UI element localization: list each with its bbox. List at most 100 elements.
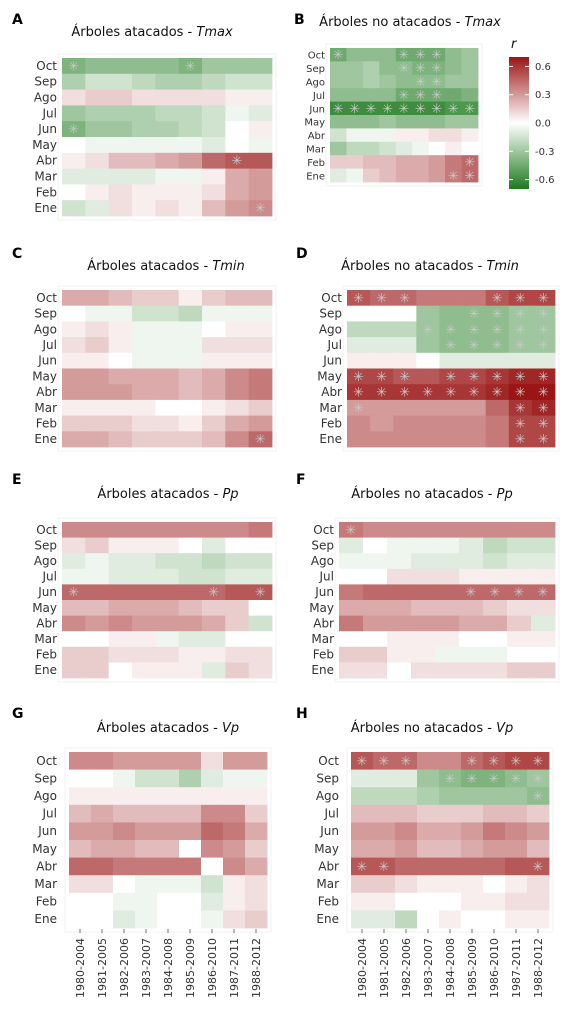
- heatmap-cell: [132, 58, 156, 75]
- period-tick-label: 1981-2005: [96, 938, 109, 998]
- heatmap-cell: [370, 415, 394, 432]
- heatmap-cell: [132, 568, 156, 585]
- heatmap-cell: [85, 631, 110, 648]
- heatmap-cell: [346, 155, 364, 169]
- heatmap-cell: [248, 584, 273, 601]
- month-tick-label: Ago: [34, 554, 57, 568]
- heatmap-cell: [202, 290, 226, 307]
- heatmap-cell: [373, 752, 396, 770]
- heatmap-cell: [531, 631, 556, 648]
- month-tick-label: Oct: [36, 291, 57, 305]
- heatmap-cell: [132, 305, 156, 322]
- period-tick-label: 1985-2009: [184, 938, 197, 998]
- heatmap-cell: [531, 662, 556, 679]
- heatmap-cell: [155, 290, 180, 307]
- panel-title-variable: Vp: [222, 721, 239, 736]
- heatmap-cell: [178, 368, 203, 385]
- heatmap-cell: [85, 152, 110, 169]
- heatmap-cell: [439, 910, 462, 929]
- heatmap-cell: [155, 337, 180, 354]
- heatmap-cell: [395, 787, 418, 806]
- heatmap-cell: [483, 769, 506, 788]
- heatmap-cell: [393, 352, 417, 369]
- month-tick-label: May: [309, 601, 334, 615]
- heatmap-cell: [108, 305, 133, 322]
- heatmap-cell: [330, 155, 347, 169]
- period-tick-label: 1982-2006: [118, 938, 131, 998]
- heatmap-cell: [387, 615, 412, 632]
- heatmap-cell: [248, 384, 273, 401]
- heatmap-cell: [439, 415, 463, 432]
- heatmap-cell: [108, 568, 133, 585]
- heatmap-cell: [248, 137, 273, 154]
- heatmap-cell: [527, 822, 550, 841]
- heatmap-cell: [108, 431, 133, 448]
- month-tick-label: Ene: [34, 663, 57, 677]
- heatmap-cell: [225, 584, 250, 601]
- heatmap-cell: [445, 101, 462, 116]
- heatmap-cell: [225, 384, 250, 401]
- heatmap-cell: [411, 568, 436, 585]
- heatmap-cell: [462, 399, 487, 416]
- heatmap-cell: [339, 615, 364, 632]
- significance-marker: ✳: [538, 323, 549, 338]
- heatmap-cell: [225, 290, 250, 307]
- heatmap-cell: [370, 384, 394, 401]
- heatmap-cell: [85, 58, 110, 75]
- heatmap-cell: [461, 101, 479, 116]
- heatmap-cell: [330, 128, 347, 143]
- heatmap-cell: [202, 384, 226, 401]
- heatmap-cell: [113, 787, 136, 806]
- panel-title: Árboles no atacados - Tmin: [341, 258, 519, 274]
- heatmap-cell: [223, 822, 246, 841]
- heatmap-cell: [155, 600, 180, 616]
- heatmap-cell: [362, 128, 380, 143]
- heatmap-cell: [157, 822, 180, 841]
- heatmap-cell: [225, 105, 250, 122]
- heatmap-cell: [201, 910, 224, 929]
- heatmap-cell: [155, 137, 180, 154]
- significance-marker: ✳: [399, 386, 410, 401]
- significance-marker: ✳: [492, 370, 503, 385]
- heatmap-cell: [248, 184, 273, 201]
- heatmap-cell: [248, 290, 273, 307]
- panel-title: Árboles no atacados - Pp: [351, 486, 512, 502]
- heatmap-cell: [85, 384, 110, 401]
- heatmap-cell: [483, 615, 508, 632]
- heatmap-cell: [435, 646, 460, 663]
- heatmap-cell: [225, 168, 250, 185]
- heatmap-cell: [483, 752, 506, 770]
- heatmap-cell: [155, 615, 180, 632]
- heatmap-cell: [370, 337, 394, 354]
- heatmap-cell: [69, 910, 92, 929]
- heatmap-cell: [428, 88, 446, 102]
- heatmap-cell: [135, 840, 158, 858]
- heatmap-cell: [351, 910, 374, 929]
- heatmap-cell: [417, 892, 440, 911]
- heatmap-cell: [69, 804, 92, 823]
- heatmap-cell: [62, 73, 86, 90]
- heatmap-cell: [223, 787, 246, 806]
- heatmap-cell: [445, 141, 462, 156]
- heatmap-cell: [62, 89, 86, 106]
- heatmap-cell: [62, 58, 86, 75]
- heatmap-cell: [416, 384, 440, 401]
- heatmap-cell: [62, 184, 86, 201]
- heatmap-cell: [155, 537, 180, 554]
- period-tick-label: 1986-2010: [206, 938, 219, 998]
- panel-letter: F: [296, 472, 306, 488]
- heatmap-cell: [108, 58, 133, 75]
- heatmap-cell: [435, 615, 460, 632]
- significance-marker: ✳: [415, 88, 426, 103]
- heatmap-cell: [461, 61, 479, 76]
- heatmap-cell: [439, 399, 463, 416]
- significance-marker: ✳: [68, 123, 79, 138]
- heatmap-cell: [225, 568, 250, 585]
- heatmap-cell: [223, 892, 246, 911]
- heatmap-cell: [485, 399, 510, 416]
- heatmap-cell: [373, 840, 396, 858]
- month-tick-label: Feb: [321, 416, 342, 430]
- heatmap-cell: [85, 184, 110, 201]
- significance-marker: ✳: [415, 102, 426, 117]
- heatmap-cell: [395, 822, 418, 841]
